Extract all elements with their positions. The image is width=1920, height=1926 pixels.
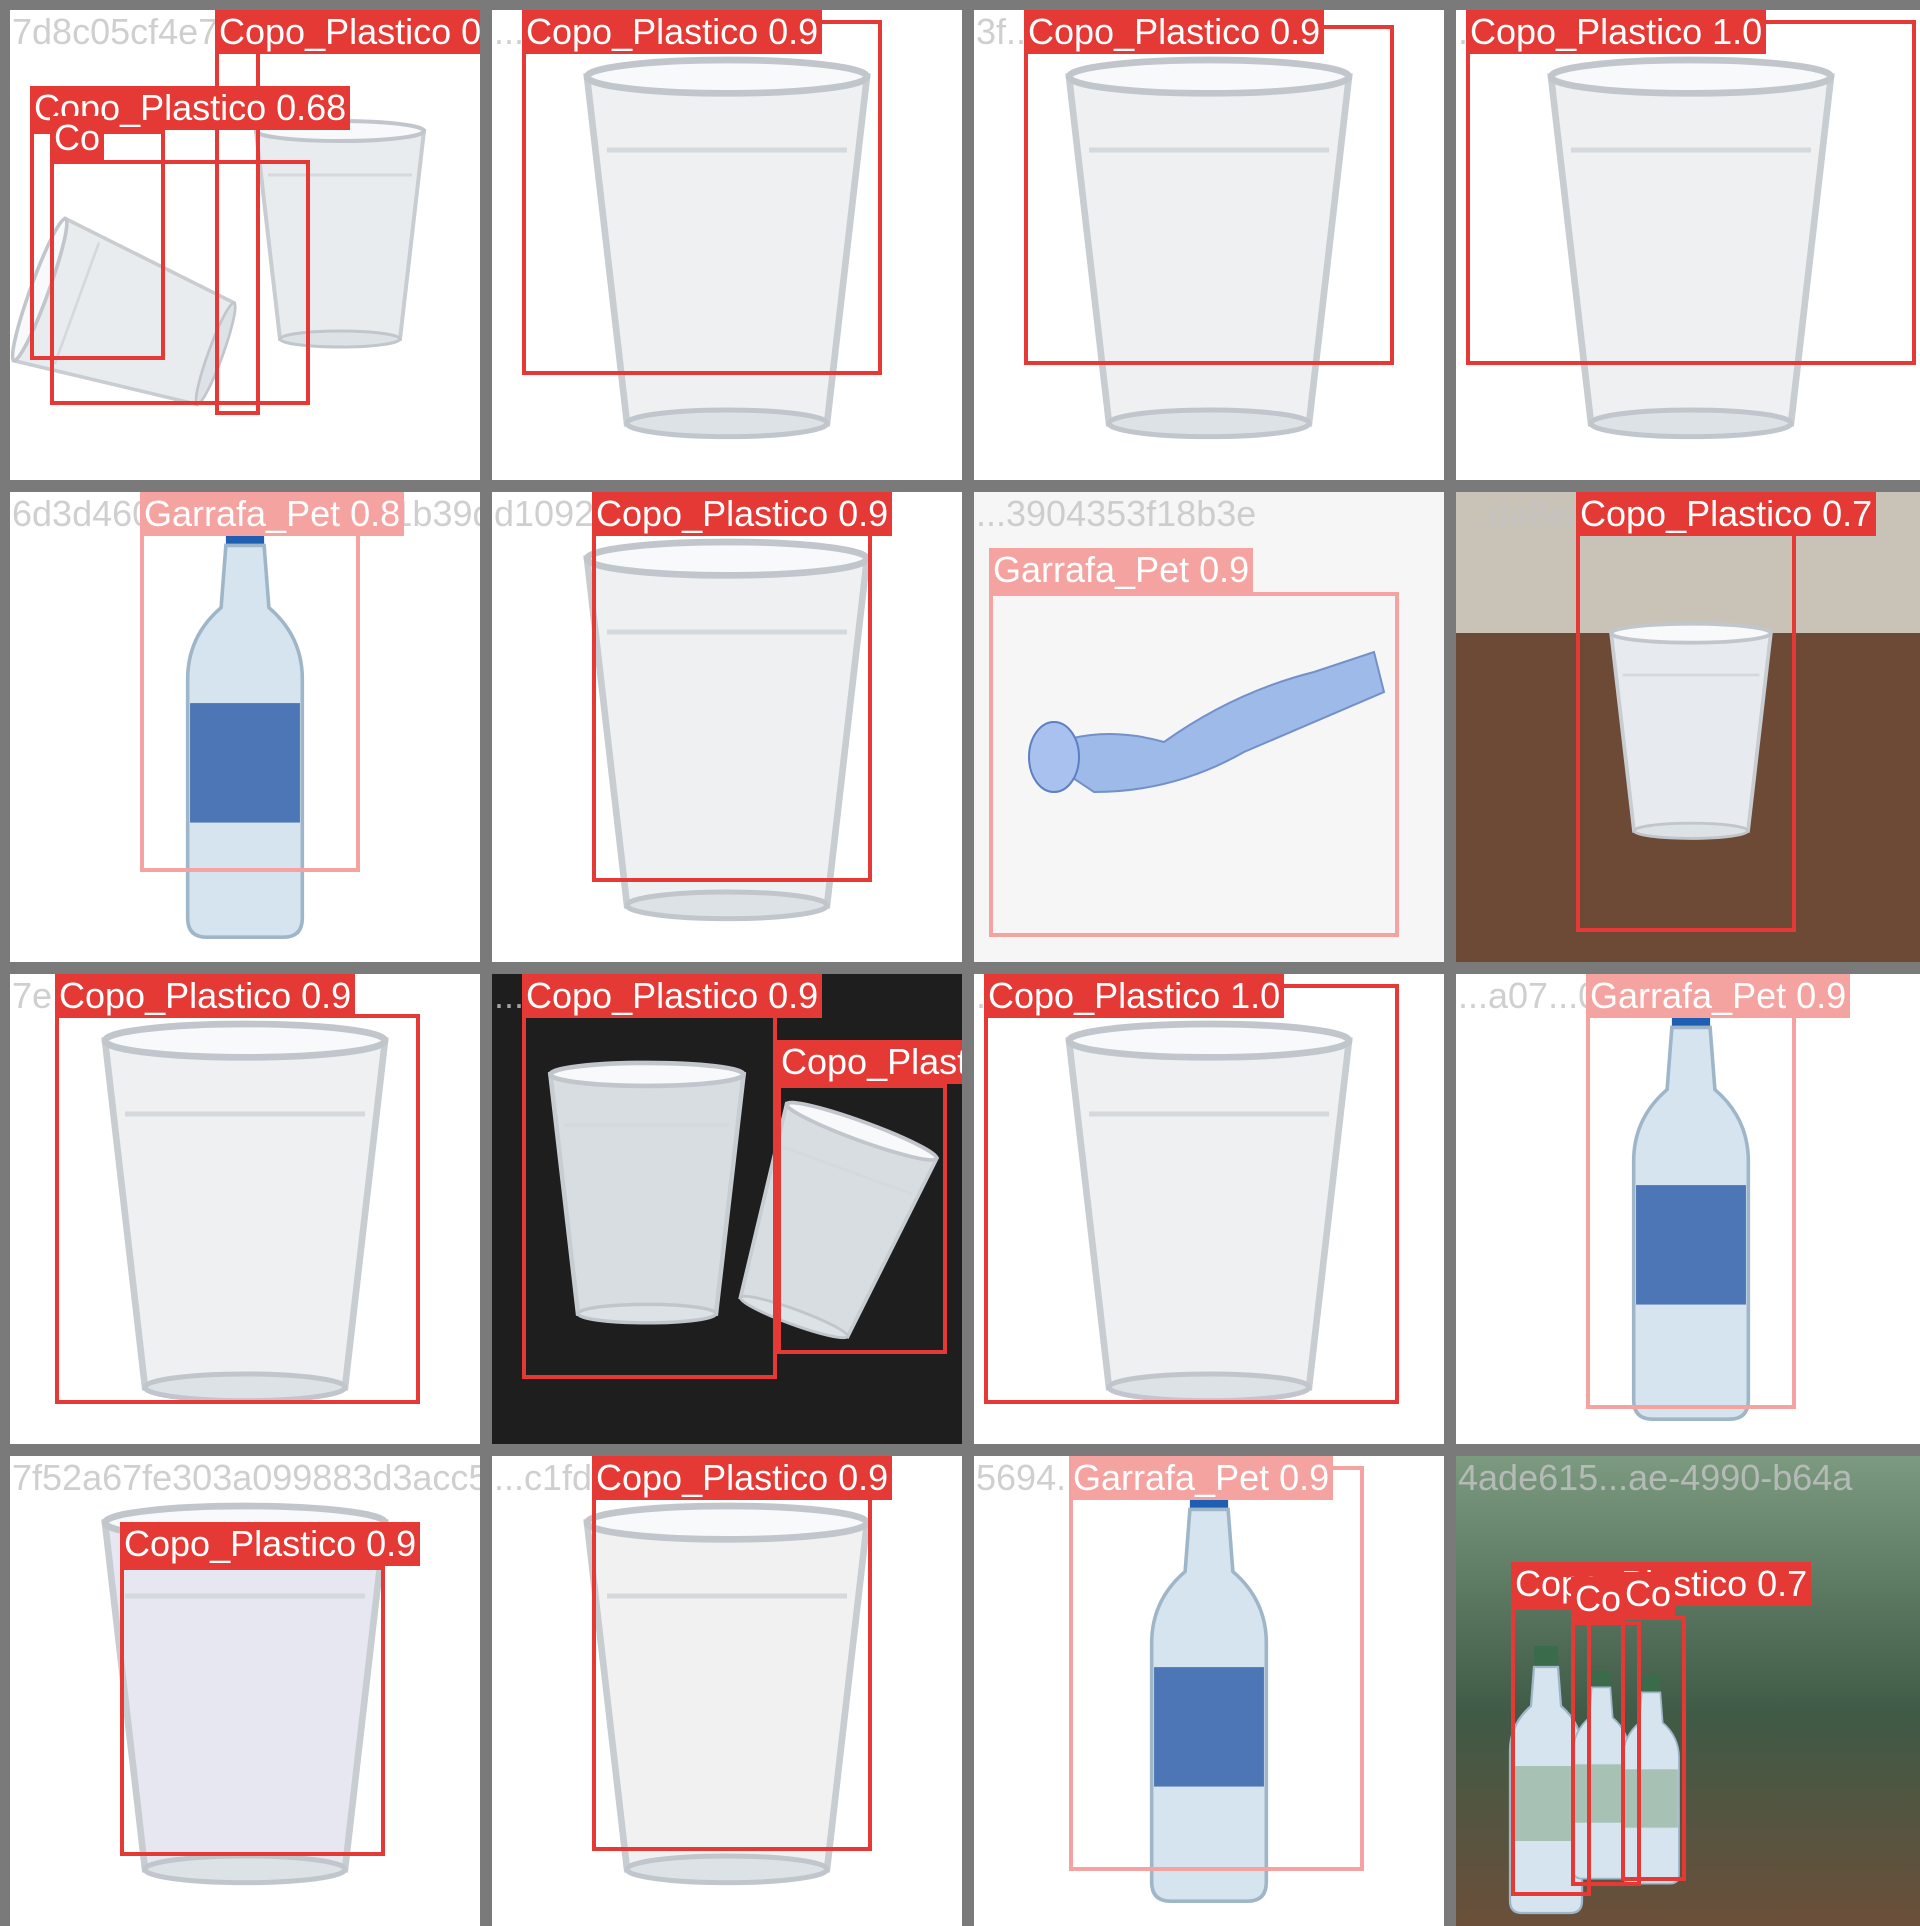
image-tile[interactable]: 3f...f9f9812Copo_Plastico 0.9 [974, 10, 1444, 480]
tile-photo [974, 1456, 1444, 1926]
image-tile[interactable]: d1092... Copo_Plastico 0.9 [492, 492, 962, 962]
detection-label: Copo_Plastico 0.9 [777, 1040, 962, 1084]
detection-box[interactable] [1621, 1616, 1686, 1881]
detection-label: Copo_Plastico 0.9 [120, 1522, 421, 1566]
tile-photo [10, 974, 480, 1444]
cup-icon [583, 1502, 871, 1886]
bottle-icon [185, 512, 305, 940]
tile-filename: ...3904353f18b3e [976, 493, 1257, 534]
detection-box[interactable] [140, 502, 360, 872]
detection-box[interactable] [120, 1566, 385, 1856]
detection-label: Co [1621, 1572, 1676, 1616]
detection-label: Garrafa_Pet 0.8 [140, 492, 405, 536]
image-tile[interactable]: 5694...e444f04afdGarrafa_Pet 0.9 [974, 1456, 1444, 1926]
cup-icon [1065, 1020, 1353, 1404]
tile-photo [1456, 10, 1920, 480]
detection-label: Co [1571, 1577, 1626, 1621]
detection-label: Garrafa_Pet 0.9 [1069, 1456, 1334, 1500]
detection-label: Copo_Plastico 0.9 [215, 10, 480, 54]
detection-box[interactable] [989, 592, 1399, 937]
detection-box[interactable] [522, 20, 882, 375]
detection-box[interactable] [984, 984, 1399, 1404]
detection-box[interactable] [777, 1084, 947, 1354]
image-tile[interactable]: 7d8c05cf4e7b400e301a84b5Copo_Plastico 0.… [10, 10, 480, 480]
cup-icon [583, 56, 871, 440]
image-tile[interactable]: 7e...30f3bd4Copo_Plastico 0.9 [10, 974, 480, 1444]
detection-box[interactable] [1511, 1606, 1591, 1896]
detection-label: Garrafa_Pet 0.9 [989, 548, 1254, 592]
image-tile[interactable]: 6d3d460684314ee88061b39dd93Garrafa_Pet 0… [10, 492, 480, 962]
image-tile[interactable]: ...3904353f18b3e Garrafa_Pet 0.9 [974, 492, 1444, 962]
tile-photo [492, 974, 962, 1444]
image-tile[interactable]: ...0aa9dc7Copo_Plastico 0.9Copo_Plastico… [492, 974, 962, 1444]
tile-photo [492, 10, 962, 480]
tile-photo [492, 492, 962, 962]
tile-filename: 7f52a67fe303a099883d3acc5649 [12, 1457, 480, 1498]
bottle-icon [1149, 1476, 1269, 1904]
detection-label: Copo_Plastico 0.9 [55, 974, 356, 1018]
tile-photo [974, 10, 1444, 480]
detection-box[interactable] [522, 999, 777, 1379]
image-tile[interactable]: ...da8ea41aae0Copo_Plastico 0.7 [1456, 492, 1920, 962]
tile-photo [1456, 492, 1920, 962]
image-tile[interactable]: 4ade615...ae-4990-b64aCopo_Plastico 0.7C… [1456, 1456, 1920, 1926]
detection-label: Copo_Plastico 0.9 [522, 10, 823, 54]
detection-label: Copo_Plastico 0.9 [522, 974, 823, 1018]
tile-photo [492, 1456, 962, 1926]
bottle-icon [1508, 1646, 1584, 1915]
detection-box[interactable] [1466, 20, 1916, 365]
image-tile[interactable]: ...2b...ee06Copo_Plastico 1.0 [974, 974, 1444, 1444]
bottle-icon [1631, 994, 1751, 1422]
cup-icon [1609, 621, 1773, 840]
detection-box[interactable] [592, 1491, 872, 1851]
image-tile[interactable]: ...a07...01ab1cc66Garrafa_Pet 0.9 [1456, 974, 1920, 1444]
cup-icon [547, 1060, 747, 1325]
tile-filename: ...c1fd [494, 1457, 593, 1498]
tile-photo [974, 492, 1444, 962]
detection-label: Copo_Plastico 1.0 [984, 974, 1285, 1018]
cup-icon [101, 1020, 389, 1404]
detection-label: Copo_Plastico 0.7 [1576, 492, 1877, 536]
tile-photo [974, 974, 1444, 1444]
detection-box[interactable] [55, 1014, 420, 1404]
cup-icon [738, 1100, 940, 1340]
detection-box[interactable] [1571, 1621, 1641, 1886]
crushed-bottle-icon [1028, 650, 1386, 794]
detection-box[interactable] [1024, 25, 1394, 365]
image-tile[interactable]: 7f52a67fe303a099883d3acc5649 Copo_Plastic… [10, 1456, 480, 1926]
detection-box[interactable] [1576, 492, 1796, 932]
detection-label: Copo_Plastico 0.9 [1024, 10, 1325, 54]
image-tile[interactable]: ...c1fd Copo_Plastico 0.9 [492, 1456, 962, 1926]
detection-box[interactable] [1586, 984, 1796, 1409]
tile-photo [1456, 974, 1920, 1444]
detection-label: Garrafa_Pet 0.9 [1586, 974, 1851, 1018]
image-tile[interactable]: ...714c563Copo_Plastico 0.9 [492, 10, 962, 480]
detection-box[interactable] [1069, 1466, 1364, 1871]
cup-icon [1547, 56, 1835, 440]
detection-label: Copo_Plastico 0.9 [592, 1456, 893, 1500]
detection-label: Copo_Plastico 1.0 [1466, 10, 1767, 54]
image-tile[interactable]: ...e4d55bfCopo_Plastico 1.0 [1456, 10, 1920, 480]
detection-box[interactable] [50, 160, 310, 405]
cup-icon [583, 538, 871, 922]
detection-label: Co [50, 116, 105, 160]
tile-filename: 4ade615...ae-4990-b64a [1458, 1457, 1853, 1498]
detection-label: Copo_Plastico 0.9 [592, 492, 893, 536]
detection-box[interactable] [592, 527, 872, 882]
tile-photo [10, 492, 480, 962]
cup-icon [1065, 56, 1353, 440]
